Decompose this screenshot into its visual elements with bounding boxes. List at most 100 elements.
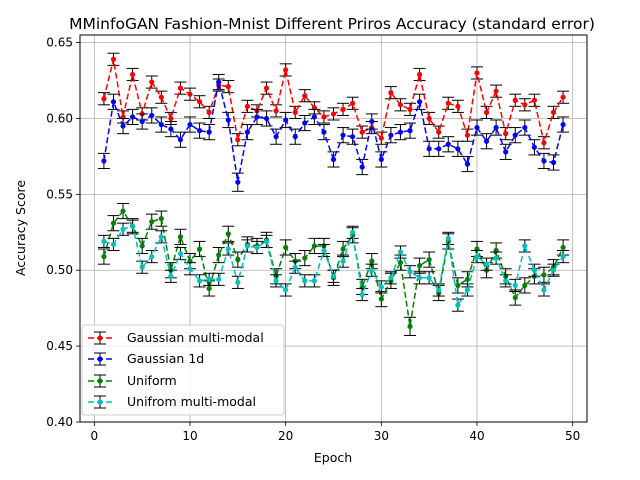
data-point [340, 106, 346, 112]
data-point [445, 141, 451, 147]
data-point [464, 161, 471, 167]
data-point [512, 132, 518, 138]
series [97, 73, 570, 192]
data-point [321, 247, 327, 254]
data-point [168, 126, 174, 132]
chart-title: MMinfoGAN Fashion-Mnist Different Priros… [69, 15, 595, 33]
data-point [550, 159, 557, 166]
data-point [378, 135, 384, 141]
data-point [474, 70, 480, 76]
data-point [512, 294, 518, 301]
data-point [541, 140, 547, 146]
data-point [493, 88, 499, 94]
data-point [149, 219, 155, 225]
data-point [244, 243, 251, 249]
data-point [541, 287, 547, 293]
data-point [158, 234, 164, 240]
legend-entry: Unifrom multi-modal [88, 394, 256, 409]
data-point [369, 267, 375, 273]
legend-label: Gaussian multi-modal [127, 330, 264, 345]
data-point [340, 246, 346, 252]
data-point [445, 100, 451, 106]
data-point [110, 56, 117, 62]
data-point [474, 253, 480, 260]
x-tick-label: 30 [374, 429, 389, 443]
data-point [560, 244, 566, 251]
data-point [130, 114, 136, 120]
data-point [321, 114, 327, 120]
data-point [216, 252, 222, 258]
axes-frame [79, 34, 588, 423]
data-point [330, 273, 337, 279]
data-point [445, 235, 451, 241]
data-point [426, 275, 432, 281]
data-point [340, 258, 346, 264]
data-point [531, 144, 537, 150]
data-point [283, 244, 289, 251]
legend: Gaussian multi-modal Gaussian 1d Uniform… [81, 324, 285, 416]
data-point [330, 156, 337, 163]
data-point [359, 164, 365, 170]
data-point [235, 137, 241, 143]
data-point [292, 134, 298, 140]
data-point [101, 158, 107, 164]
data-point [283, 67, 289, 73]
data-point [531, 97, 537, 103]
data-point [560, 253, 566, 260]
data-point [560, 94, 566, 100]
y-tick-label: 0.55 [46, 187, 73, 201]
legend-dot [97, 356, 103, 362]
data-point [455, 282, 461, 289]
legend-box [81, 324, 285, 416]
data-point [177, 234, 184, 240]
data-point [416, 275, 423, 281]
data-point [110, 241, 117, 248]
data-point [101, 238, 107, 244]
data-point [139, 243, 145, 249]
data-point [436, 129, 442, 135]
data-point [464, 276, 471, 282]
data-point [416, 71, 423, 78]
data-point [407, 128, 413, 134]
legend-marker [88, 331, 114, 345]
data-point [302, 255, 308, 261]
data-point [397, 249, 404, 255]
data-point [225, 117, 231, 123]
data-point [235, 279, 241, 285]
data-point [503, 149, 509, 155]
data-point [388, 132, 394, 138]
data-point [503, 278, 509, 284]
data-point [388, 90, 394, 96]
data-point [426, 146, 432, 152]
data-point [168, 273, 174, 279]
data-point [292, 264, 298, 270]
data-point [110, 220, 117, 226]
y-tick-label: 0.40 [46, 415, 73, 429]
data-point [158, 216, 164, 222]
data-point [263, 85, 270, 91]
data-point [436, 146, 442, 152]
data-point [254, 244, 260, 251]
y-tick-label: 0.65 [46, 36, 73, 50]
data-point [263, 238, 270, 244]
data-point [206, 276, 212, 282]
data-point [512, 97, 518, 103]
data-point [273, 134, 279, 140]
data-point [216, 276, 222, 282]
x-tick-label: 50 [565, 429, 580, 443]
plot-area [97, 52, 570, 336]
data-point [522, 124, 528, 131]
data-point [464, 287, 471, 293]
data-point [130, 71, 136, 78]
y-axis: 0.40 0.45 0.50 0.55 0.60 0.65 [46, 36, 80, 429]
data-point [541, 158, 547, 164]
data-point [149, 253, 155, 260]
data-point [235, 179, 241, 185]
data-point [369, 118, 375, 125]
legend-dot [97, 399, 103, 405]
data-point [187, 266, 193, 272]
data-point [139, 118, 145, 125]
data-point [369, 258, 375, 264]
data-point [359, 129, 365, 135]
data-point [206, 109, 212, 115]
